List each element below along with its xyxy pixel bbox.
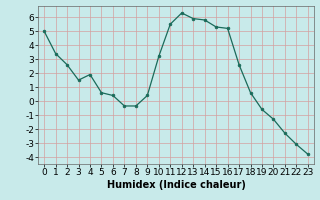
X-axis label: Humidex (Indice chaleur): Humidex (Indice chaleur): [107, 180, 245, 190]
